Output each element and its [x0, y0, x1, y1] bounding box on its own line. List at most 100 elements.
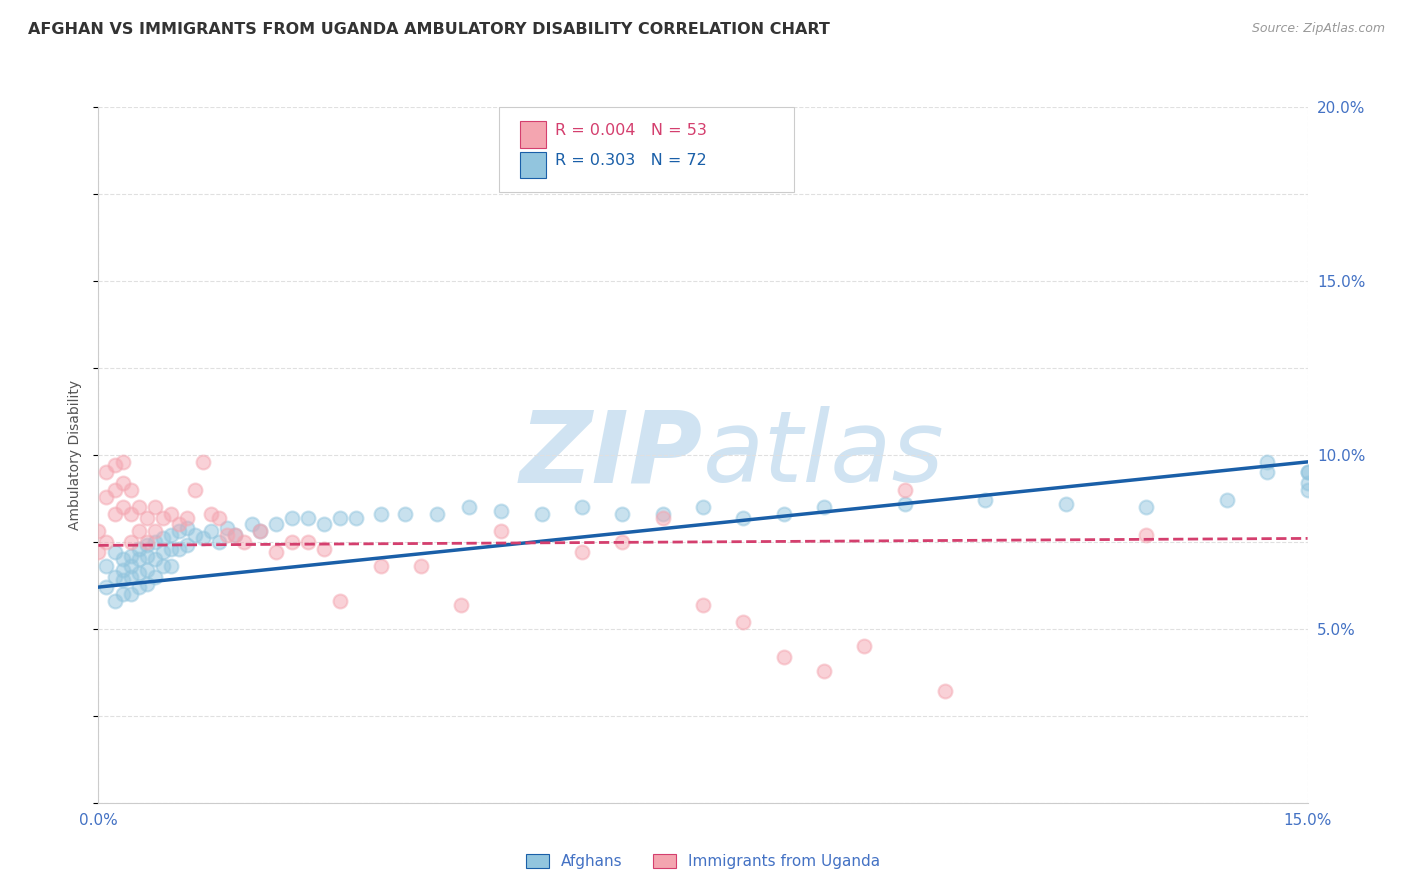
- Point: [103, 570, 125, 584]
- Point: [143, 534, 166, 549]
- Point: [135, 538, 157, 552]
- Point: [1256, 466, 1278, 480]
- Point: [128, 580, 150, 594]
- Point: [160, 559, 183, 574]
- Point: [491, 524, 513, 539]
- Point: [491, 503, 513, 517]
- Point: [120, 570, 142, 584]
- Point: [1135, 528, 1157, 542]
- Point: [893, 483, 915, 497]
- Point: [160, 541, 183, 556]
- Point: [167, 541, 190, 556]
- Point: [217, 521, 239, 535]
- Point: [208, 510, 231, 524]
- Point: [651, 507, 673, 521]
- Point: [111, 573, 134, 587]
- Point: [249, 524, 271, 539]
- Point: [96, 490, 118, 504]
- Point: [329, 594, 352, 608]
- Point: [176, 538, 198, 552]
- Point: [120, 587, 142, 601]
- Point: [176, 521, 198, 535]
- Point: [733, 510, 755, 524]
- Point: [1296, 466, 1319, 480]
- Point: [120, 534, 142, 549]
- Point: [135, 576, 157, 591]
- Point: [1135, 500, 1157, 514]
- Point: [120, 549, 142, 563]
- Point: [128, 541, 150, 556]
- Point: [120, 559, 142, 574]
- Point: [314, 517, 336, 532]
- Point: [111, 552, 134, 566]
- Point: [571, 500, 593, 514]
- Point: [893, 497, 915, 511]
- Point: [128, 566, 150, 581]
- Point: [232, 534, 254, 549]
- Point: [370, 559, 392, 574]
- Point: [152, 532, 174, 546]
- Point: [853, 639, 876, 653]
- Point: [297, 510, 319, 524]
- Text: ZIP: ZIP: [520, 407, 703, 503]
- Point: [135, 563, 157, 577]
- Point: [111, 455, 134, 469]
- Point: [281, 510, 304, 524]
- Point: [224, 528, 246, 542]
- Point: [733, 615, 755, 629]
- Text: AFGHAN VS IMMIGRANTS FROM UGANDA AMBULATORY DISABILITY CORRELATION CHART: AFGHAN VS IMMIGRANTS FROM UGANDA AMBULAT…: [28, 22, 830, 37]
- Point: [1216, 493, 1239, 508]
- Point: [458, 500, 481, 514]
- Point: [128, 500, 150, 514]
- Point: [692, 500, 714, 514]
- Point: [152, 510, 174, 524]
- Point: [160, 507, 183, 521]
- Point: [200, 507, 222, 521]
- Point: [96, 466, 118, 480]
- Point: [934, 684, 956, 698]
- Point: [530, 507, 553, 521]
- Point: [128, 552, 150, 566]
- Point: [612, 507, 634, 521]
- Point: [200, 524, 222, 539]
- Point: [1256, 455, 1278, 469]
- Point: [612, 534, 634, 549]
- Point: [264, 517, 287, 532]
- Point: [772, 649, 794, 664]
- Point: [128, 524, 150, 539]
- Point: [120, 507, 142, 521]
- Point: [409, 559, 432, 574]
- Point: [176, 510, 198, 524]
- Point: [103, 507, 125, 521]
- Point: [571, 545, 593, 559]
- Point: [103, 594, 125, 608]
- Point: [249, 524, 271, 539]
- Point: [111, 587, 134, 601]
- Point: [394, 507, 416, 521]
- Point: [426, 507, 449, 521]
- Point: [208, 534, 231, 549]
- Point: [111, 563, 134, 577]
- Text: R = 0.303   N = 72: R = 0.303 N = 72: [555, 153, 707, 168]
- Y-axis label: Ambulatory Disability: Ambulatory Disability: [69, 380, 83, 530]
- Point: [111, 475, 134, 490]
- Point: [1296, 483, 1319, 497]
- Point: [152, 559, 174, 574]
- Point: [530, 169, 553, 184]
- Point: [297, 534, 319, 549]
- Text: atlas: atlas: [703, 407, 945, 503]
- Point: [224, 528, 246, 542]
- Point: [160, 528, 183, 542]
- Point: [103, 458, 125, 473]
- Point: [1054, 497, 1077, 511]
- Legend: Afghans, Immigrants from Uganda: Afghans, Immigrants from Uganda: [520, 848, 886, 875]
- Point: [813, 664, 835, 678]
- Point: [103, 483, 125, 497]
- Point: [344, 510, 367, 524]
- Point: [217, 528, 239, 542]
- Text: Source: ZipAtlas.com: Source: ZipAtlas.com: [1251, 22, 1385, 36]
- Point: [184, 483, 207, 497]
- Point: [314, 541, 336, 556]
- Point: [143, 552, 166, 566]
- Point: [120, 483, 142, 497]
